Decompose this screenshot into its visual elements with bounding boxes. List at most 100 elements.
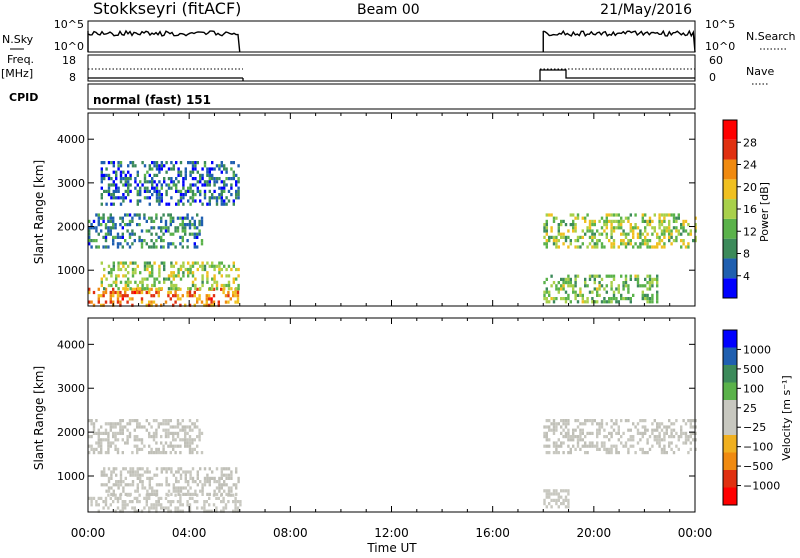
power-colorbar-segment <box>723 139 737 160</box>
power-cell <box>128 213 132 217</box>
power-cell <box>193 242 196 246</box>
power-cell <box>208 189 211 193</box>
power-cell <box>235 193 238 197</box>
power-cell <box>663 245 666 249</box>
power-cell <box>232 290 235 295</box>
velocity-cell <box>215 509 218 513</box>
power-cell <box>127 180 130 184</box>
velocity-cell <box>102 431 105 435</box>
power-cell <box>139 199 142 203</box>
velocity-cell <box>131 451 134 455</box>
power-cell <box>617 287 620 291</box>
power-cell <box>129 287 132 291</box>
power-cell <box>167 186 171 190</box>
power-cell <box>612 229 616 233</box>
velocity-cell <box>545 435 548 439</box>
velocity-cell <box>687 435 690 439</box>
velocity-cell <box>148 486 151 490</box>
velocity-ytick-label: 2000 <box>57 426 85 439</box>
velocity-cell <box>124 500 127 504</box>
velocity-cell <box>95 500 98 504</box>
power-cell <box>622 287 625 291</box>
power-cell <box>107 186 111 190</box>
velocity-cell <box>179 467 183 471</box>
power-cell <box>206 271 209 275</box>
velocity-cell <box>162 428 165 432</box>
power-cell <box>189 186 192 190</box>
power-cell <box>651 293 654 297</box>
power-cell <box>235 196 238 200</box>
velocity-cell <box>117 483 120 487</box>
power-cell <box>165 183 168 187</box>
velocity-cell <box>617 451 620 455</box>
velocity-cell <box>668 435 671 439</box>
power-cell <box>624 216 628 220</box>
velocity-cell <box>176 419 180 423</box>
power-cell <box>134 180 137 184</box>
power-cell <box>184 177 187 181</box>
velocity-colorbar-label: Velocity [m s⁻¹] <box>780 375 793 460</box>
velocity-cell <box>145 503 148 507</box>
power-colorbar-segment <box>723 238 737 259</box>
velocity-cell <box>567 438 570 442</box>
power-cell <box>639 245 642 249</box>
power-cell <box>687 223 690 227</box>
velocity-cell <box>644 431 647 435</box>
power-cell <box>160 167 163 171</box>
velocity-cell <box>155 447 158 451</box>
power-cell <box>694 226 697 230</box>
velocity-cell <box>569 438 572 442</box>
power-cell <box>131 216 134 220</box>
velocity-cell <box>97 431 100 435</box>
power-cell <box>100 177 103 181</box>
power-cell <box>103 274 106 278</box>
velocity-cell <box>152 503 156 507</box>
power-colorbar-tick-label: 24 <box>743 159 757 172</box>
power-cell <box>208 287 211 291</box>
power-cell <box>110 193 113 197</box>
power-cell <box>148 300 151 304</box>
power-cell <box>670 235 673 239</box>
power-cell <box>112 261 115 265</box>
velocity-cell <box>579 447 582 451</box>
power-cell <box>660 239 664 243</box>
power-cell <box>211 167 214 171</box>
power-cell <box>543 229 546 233</box>
power-cell <box>92 219 96 223</box>
power-cell <box>88 232 91 236</box>
power-cell <box>208 173 211 177</box>
power-cell <box>600 277 604 281</box>
power-cell <box>162 213 165 217</box>
power-cell <box>199 287 202 291</box>
power-cell <box>109 290 112 295</box>
power-cell <box>129 199 132 203</box>
velocity-cell <box>665 425 668 429</box>
velocity-cell <box>196 500 199 504</box>
power-cell <box>139 186 142 190</box>
velocity-cell <box>200 451 204 455</box>
power-cell <box>548 290 551 294</box>
velocity-cell <box>95 419 98 423</box>
velocity-cell <box>152 435 156 439</box>
power-cell <box>548 213 551 217</box>
velocity-cell <box>115 483 118 487</box>
power-cell <box>184 167 187 171</box>
velocity-cell <box>203 503 206 507</box>
velocity-cell <box>206 473 209 477</box>
power-cell <box>139 280 142 284</box>
power-cell <box>92 303 96 307</box>
power-cell <box>660 229 664 233</box>
velocity-cell <box>172 500 175 504</box>
velocity-cell <box>112 470 115 474</box>
velocity-cell <box>186 438 189 442</box>
velocity-cell <box>133 438 136 442</box>
power-cell <box>557 232 560 236</box>
velocity-cell <box>119 422 122 426</box>
velocity-cell <box>148 492 151 496</box>
power-cell <box>596 242 599 246</box>
velocity-cell <box>176 425 180 429</box>
velocity-cell <box>148 444 151 448</box>
power-cell <box>617 284 620 288</box>
power-cell <box>610 274 613 278</box>
velocity-cell <box>550 498 553 502</box>
